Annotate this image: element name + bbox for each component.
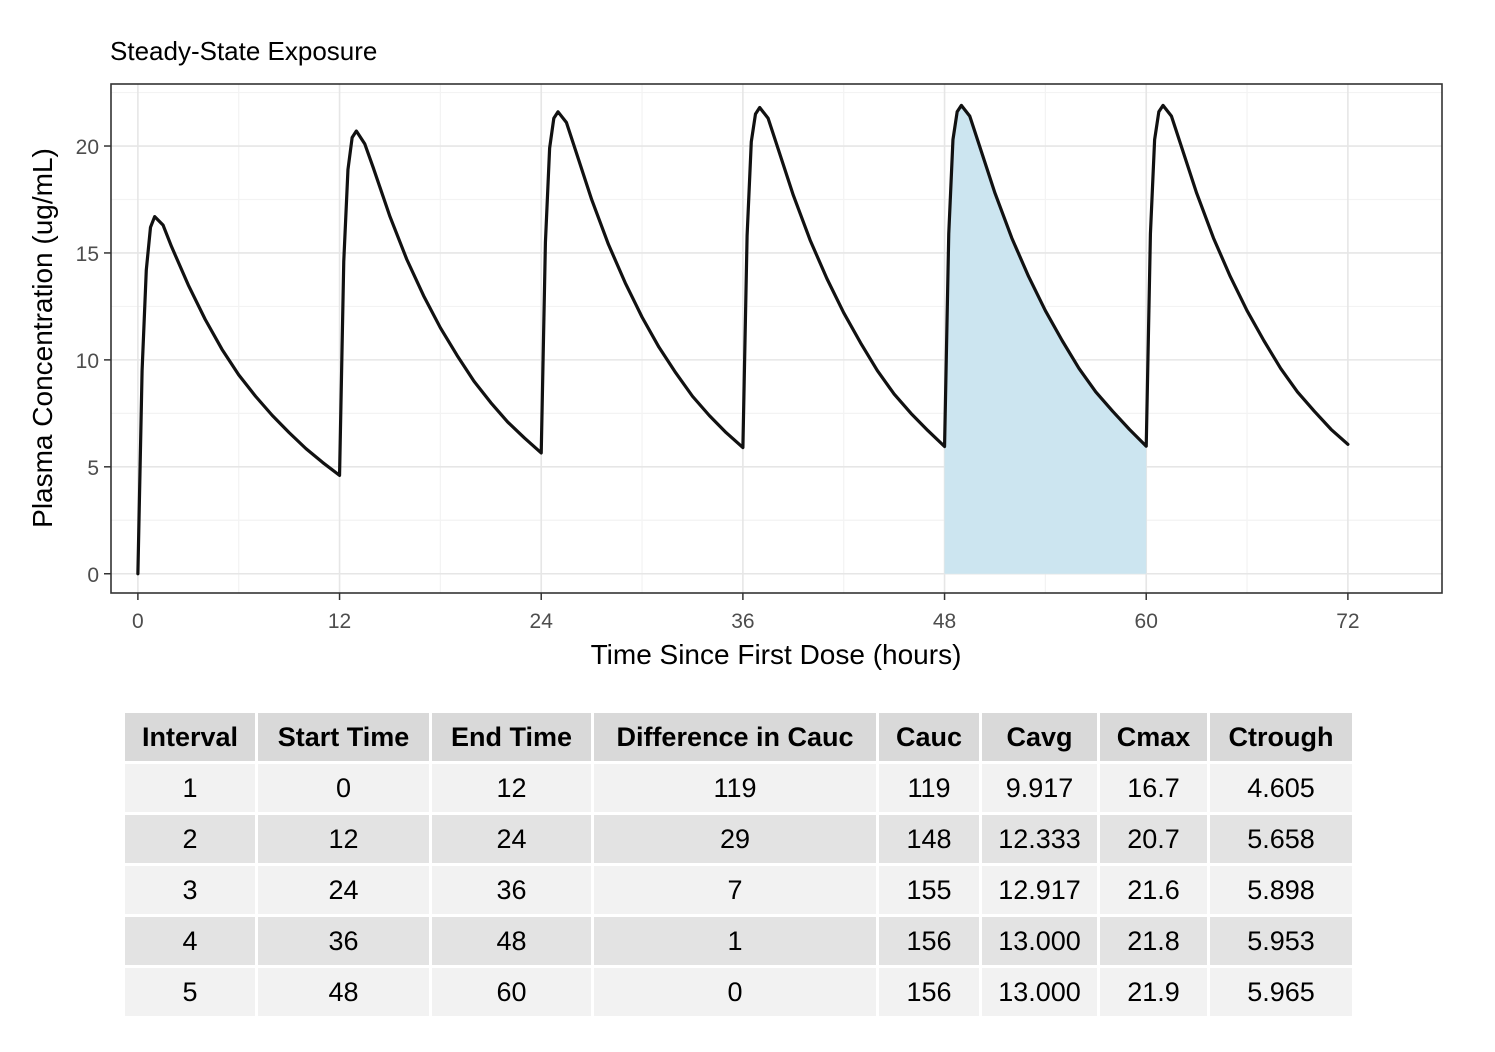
table-cell: 29 [594,815,876,863]
table-cell: 5.898 [1210,866,1352,914]
x-tick-label: 48 [933,610,956,633]
y-tick-label: 0 [87,564,99,587]
table-cell: 12.917 [982,866,1097,914]
table-cell: 21.9 [1100,968,1207,1016]
chart-title: Steady-State Exposure [110,36,377,66]
table-cell: 12.333 [982,815,1097,863]
table-cell: 24 [432,815,591,863]
x-tick-label: 36 [731,610,754,633]
table-cell: 4.605 [1210,764,1352,812]
table-cell: 3 [125,866,255,914]
table-cell: 36 [258,917,429,965]
header-ctrough: Ctrough [1210,713,1352,761]
table-cell: 5 [125,968,255,1016]
table-cell: 2 [125,815,255,863]
table-cell: 7 [594,866,876,914]
shaded-area-group [944,105,1147,574]
header-cavg: Cavg [982,713,1097,761]
x-axis: 0 12 24 36 48 60 72 [132,593,1360,633]
plot-panel [111,84,1442,593]
table-cell: 48 [258,968,429,1016]
table-cell: 1 [125,764,255,812]
table-cell: 0 [258,764,429,812]
x-tick-label: 24 [530,610,554,633]
table-cell: 5.953 [1210,917,1352,965]
table-cell: 5.965 [1210,968,1352,1016]
x-tick-label: 72 [1336,610,1359,633]
table-cell: 5.658 [1210,815,1352,863]
concentration-line [136,103,1350,576]
header-cmax: Cmax [1100,713,1207,761]
y-tick-label: 5 [87,457,99,480]
table-cell: 60 [432,968,591,1016]
table-cell: 4 [125,917,255,965]
shaded-auc-area [944,105,1147,574]
x-axis-title: Time Since First Dose (hours) [591,639,962,670]
table-cell: 119 [594,764,876,812]
table-row: 4 36 48 1 156 13.000 21.8 5.953 [125,917,1352,965]
table-cell: 20.7 [1100,815,1207,863]
table-header-row: Interval Start Time End Time Difference … [125,713,1352,761]
table-cell: 36 [432,866,591,914]
y-tick-label: 15 [76,243,99,266]
table-cell: 156 [879,968,979,1016]
y-axis: 0 5 10 15 20 [76,136,111,587]
table-cell: 1 [594,917,876,965]
y-tick-label: 10 [76,350,99,373]
table-cell: 148 [879,815,979,863]
table-cell: 13.000 [982,968,1097,1016]
pk-chart: Steady-State Exposure 0 12 24 36 48 60 72 0 5 10… [27,36,1443,670]
table-row: 3 24 36 7 155 12.917 21.6 5.898 [125,866,1352,914]
table-cell: 21.6 [1100,866,1207,914]
summary-table: Interval Start Time End Time Difference … [122,710,1355,1019]
table-row: 5 48 60 0 156 13.000 21.9 5.965 [125,968,1352,1016]
table-cell: 24 [258,866,429,914]
x-tick-label: 0 [132,610,144,633]
header-difference-in-cauc: Difference in Cauc [594,713,876,761]
plot-border [110,83,1443,594]
table-cell: 12 [432,764,591,812]
table-cell: 16.7 [1100,764,1207,812]
table-cell: 9.917 [982,764,1097,812]
table-cell: 21.8 [1100,917,1207,965]
table-cell: 12 [258,815,429,863]
table-row: 2 12 24 29 148 12.333 20.7 5.658 [125,815,1352,863]
series-group [136,103,1350,576]
table-cell: 48 [432,917,591,965]
header-start-time: Start Time [258,713,429,761]
table-cell: 119 [879,764,979,812]
y-tick-label: 20 [76,136,99,159]
table-cell: 0 [594,968,876,1016]
table-cell: 155 [879,866,979,914]
header-cauc: Cauc [879,713,979,761]
x-tick-label: 12 [328,610,351,633]
header-end-time: End Time [432,713,591,761]
y-axis-title: Plasma Concentration (ug/mL) [27,148,58,528]
table-row: 1 0 12 119 119 9.917 16.7 4.605 [125,764,1352,812]
table-cell: 156 [879,917,979,965]
table-cell: 13.000 [982,917,1097,965]
header-interval: Interval [125,713,255,761]
x-tick-label: 60 [1135,610,1158,633]
